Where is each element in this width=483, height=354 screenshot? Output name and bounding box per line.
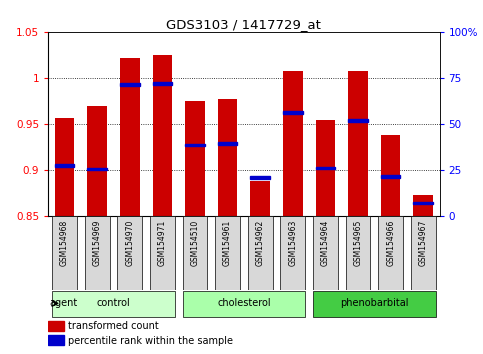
Bar <box>185 144 205 147</box>
Text: agent: agent <box>49 298 77 308</box>
Text: phenobarbital: phenobarbital <box>340 298 409 308</box>
Bar <box>381 175 400 178</box>
Bar <box>87 105 107 216</box>
Text: GSM154970: GSM154970 <box>125 220 134 266</box>
Bar <box>48 336 64 346</box>
Bar <box>346 216 370 290</box>
Bar <box>283 112 302 114</box>
Bar <box>183 291 305 317</box>
Text: control: control <box>97 298 130 308</box>
Text: GSM154961: GSM154961 <box>223 220 232 266</box>
Bar <box>218 99 238 216</box>
Text: GSM154969: GSM154969 <box>93 220 102 266</box>
Bar <box>48 321 64 331</box>
Text: GSM154962: GSM154962 <box>256 220 265 266</box>
Bar <box>55 118 74 216</box>
Bar <box>281 216 305 290</box>
Bar <box>413 195 433 216</box>
Bar <box>313 216 338 290</box>
Bar <box>120 58 140 216</box>
Bar <box>348 70 368 216</box>
Bar <box>215 216 240 290</box>
Bar <box>117 216 142 290</box>
Text: GSM154510: GSM154510 <box>190 220 199 266</box>
Title: GDS3103 / 1417729_at: GDS3103 / 1417729_at <box>167 18 321 31</box>
Text: GSM154963: GSM154963 <box>288 220 298 266</box>
Text: cholesterol: cholesterol <box>217 298 271 308</box>
Bar <box>153 82 172 85</box>
Bar <box>381 135 400 216</box>
Text: GSM154964: GSM154964 <box>321 220 330 266</box>
Text: GSM154966: GSM154966 <box>386 220 395 266</box>
Bar <box>218 142 238 145</box>
Bar <box>85 216 110 290</box>
Text: transformed count: transformed count <box>68 321 158 331</box>
Bar <box>150 216 175 290</box>
Bar <box>87 168 107 170</box>
Bar <box>55 164 74 167</box>
Text: GSM154968: GSM154968 <box>60 220 69 266</box>
Bar <box>411 216 436 290</box>
Text: GSM154967: GSM154967 <box>419 220 428 266</box>
Bar <box>183 216 207 290</box>
Bar <box>52 291 175 317</box>
Bar <box>52 216 77 290</box>
Bar <box>251 181 270 216</box>
Bar <box>251 176 270 179</box>
Bar <box>248 216 272 290</box>
Bar <box>348 119 368 122</box>
Bar <box>316 120 335 216</box>
Text: percentile rank within the sample: percentile rank within the sample <box>68 336 233 346</box>
Text: GSM154965: GSM154965 <box>354 220 363 266</box>
Bar <box>413 202 433 205</box>
Bar <box>185 101 205 216</box>
Bar <box>120 83 140 86</box>
Bar <box>316 167 335 170</box>
Bar <box>378 216 403 290</box>
Bar <box>283 70 302 216</box>
Bar <box>313 291 436 317</box>
Text: GSM154971: GSM154971 <box>158 220 167 266</box>
Bar <box>153 55 172 216</box>
